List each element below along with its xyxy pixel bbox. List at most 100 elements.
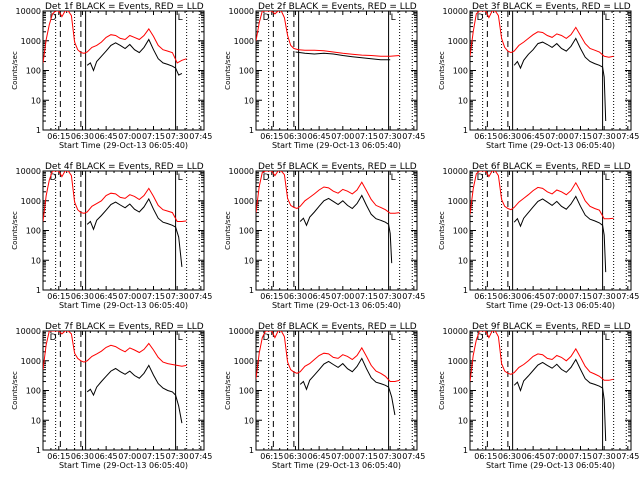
x-tick-label: 06:30 xyxy=(498,132,521,141)
lld-series-line xyxy=(256,331,400,382)
y-tick-label: 10 xyxy=(31,416,41,425)
x-tick-label: 06:45 xyxy=(308,292,331,301)
y-tick-label: 1000 xyxy=(234,37,254,46)
x-tick-label: 07:15 xyxy=(355,292,378,301)
x-tick-label: 07:15 xyxy=(142,292,165,301)
events-series-line xyxy=(513,358,607,442)
y-tick-label: 10000 xyxy=(16,167,41,176)
x-tick-label: 07:00 xyxy=(118,292,141,301)
x-axis-title: Start Time (29-Oct-13 06:05:40) xyxy=(486,301,615,310)
y-tick-label: 10 xyxy=(244,256,254,265)
x-tick-label: 07:45 xyxy=(616,452,639,461)
x-tick-label: 06:30 xyxy=(498,292,521,301)
x-tick-label: 07:15 xyxy=(142,132,165,141)
marker-label-l: L xyxy=(605,333,610,343)
y-tick-label: 100 xyxy=(239,387,254,396)
x-tick-label: 06:15 xyxy=(260,132,283,141)
plot-frame xyxy=(469,170,632,291)
lld-series-line xyxy=(470,331,614,382)
y-axis-title: Counts/sec xyxy=(438,51,446,90)
y-axis-title: Counts/sec xyxy=(224,371,232,410)
x-axis-title: Start Time (29-Oct-13 06:05:40) xyxy=(272,141,401,150)
panel-title: Det 2f BLACK = Events, RED = LLD xyxy=(258,2,417,12)
y-tick-label: 10 xyxy=(31,96,41,105)
lld-series-line xyxy=(256,171,400,214)
x-tick-label: 06:45 xyxy=(522,452,545,461)
marker-label-d: D xyxy=(477,13,484,23)
x-tick-label: 07:30 xyxy=(593,132,616,141)
x-tick-label: 07:45 xyxy=(189,132,212,141)
chart-panel: Det 7f BLACK = Events, RED = LLD 1 10 100 10… xyxy=(11,322,212,470)
x-tick-label: 07:30 xyxy=(166,292,189,301)
x-axis-title: Start Time (29-Oct-13 06:05:40) xyxy=(272,301,401,310)
y-tick-label: 1000 xyxy=(234,357,254,366)
y-tick-label: 10 xyxy=(458,256,468,265)
marker-label-l: L xyxy=(178,13,183,23)
y-tick-label: 10000 xyxy=(443,7,468,16)
x-tick-label: 07:00 xyxy=(331,452,354,461)
y-axis-title: Counts/sec xyxy=(224,211,232,250)
panel-title: Det 8f BLACK = Events, RED = LLD xyxy=(258,322,417,332)
y-tick-label: 1 xyxy=(463,126,468,135)
y-tick-label: 100 xyxy=(239,227,254,236)
chart-panel: Det 4f BLACK = Events, RED = LLD 1 10 100 10… xyxy=(11,162,212,310)
x-tick-label: 07:45 xyxy=(616,292,639,301)
y-tick-label: 10 xyxy=(244,416,254,425)
x-tick-label: 07:15 xyxy=(569,132,592,141)
x-tick-label: 06:15 xyxy=(47,452,70,461)
events-series-line xyxy=(299,194,393,264)
events-series-line xyxy=(86,364,183,424)
y-axis-title: Counts/sec xyxy=(438,371,446,410)
x-tick-label: 06:45 xyxy=(95,452,118,461)
events-series-line xyxy=(299,357,396,416)
y-tick-label: 10 xyxy=(31,256,41,265)
panel-title: Det 5f BLACK = Events, RED = LLD xyxy=(258,162,417,172)
y-tick-label: 10000 xyxy=(229,7,254,16)
y-tick-label: 1000 xyxy=(448,357,468,366)
x-tick-label: 07:15 xyxy=(142,452,165,461)
x-tick-label: 06:45 xyxy=(308,132,331,141)
marker-label-d: D xyxy=(50,13,57,23)
y-tick-label: 10000 xyxy=(16,327,41,336)
y-tick-label: 1 xyxy=(249,286,254,295)
x-tick-label: 07:45 xyxy=(402,292,425,301)
x-tick-label: 07:15 xyxy=(355,452,378,461)
chart-panel: Det 3f BLACK = Events, RED = LLD 1 10 100 10… xyxy=(438,2,639,150)
x-tick-label: 07:45 xyxy=(189,452,212,461)
y-axis-title: Counts/sec xyxy=(11,211,19,250)
y-tick-label: 10 xyxy=(458,416,468,425)
chart-panel: Det 2f BLACK = Events, RED = LLD 1 10 100 10… xyxy=(224,2,425,150)
y-tick-label: 1 xyxy=(36,126,41,135)
chart-panel: Det 1f BLACK = Events, RED = LLD 1 10 100 10… xyxy=(11,2,212,150)
marker-label-d: D xyxy=(263,333,270,343)
plot-frame xyxy=(469,10,632,131)
x-axis-title: Start Time (29-Oct-13 06:05:40) xyxy=(486,141,615,150)
events-series-line xyxy=(513,195,607,273)
y-tick-label: 10000 xyxy=(16,7,41,16)
y-tick-label: 1 xyxy=(249,446,254,455)
x-tick-label: 06:15 xyxy=(47,132,70,141)
x-tick-label: 07:00 xyxy=(545,292,568,301)
y-tick-label: 10 xyxy=(244,96,254,105)
marker-label-l: L xyxy=(391,173,396,183)
y-tick-label: 1 xyxy=(36,286,41,295)
x-tick-label: 07:30 xyxy=(379,292,402,301)
x-tick-label: 06:45 xyxy=(308,452,331,461)
y-tick-label: 1 xyxy=(463,446,468,455)
x-tick-label: 06:30 xyxy=(71,292,94,301)
y-tick-label: 1000 xyxy=(21,197,41,206)
x-tick-label: 06:30 xyxy=(284,292,307,301)
marker-label-l: L xyxy=(391,333,396,343)
y-tick-label: 1000 xyxy=(21,357,41,366)
plot-frame xyxy=(255,10,418,131)
y-tick-label: 100 xyxy=(453,227,468,236)
x-tick-label: 06:45 xyxy=(95,292,118,301)
chart-panel: Det 5f BLACK = Events, RED = LLD 1 10 100 10… xyxy=(224,162,425,310)
x-axis-title: Start Time (29-Oct-13 06:05:40) xyxy=(486,461,615,470)
x-tick-label: 07:30 xyxy=(166,452,189,461)
x-tick-label: 07:00 xyxy=(118,132,141,141)
y-tick-label: 1000 xyxy=(448,37,468,46)
x-tick-label: 06:15 xyxy=(474,452,497,461)
lld-series-line xyxy=(43,171,187,222)
